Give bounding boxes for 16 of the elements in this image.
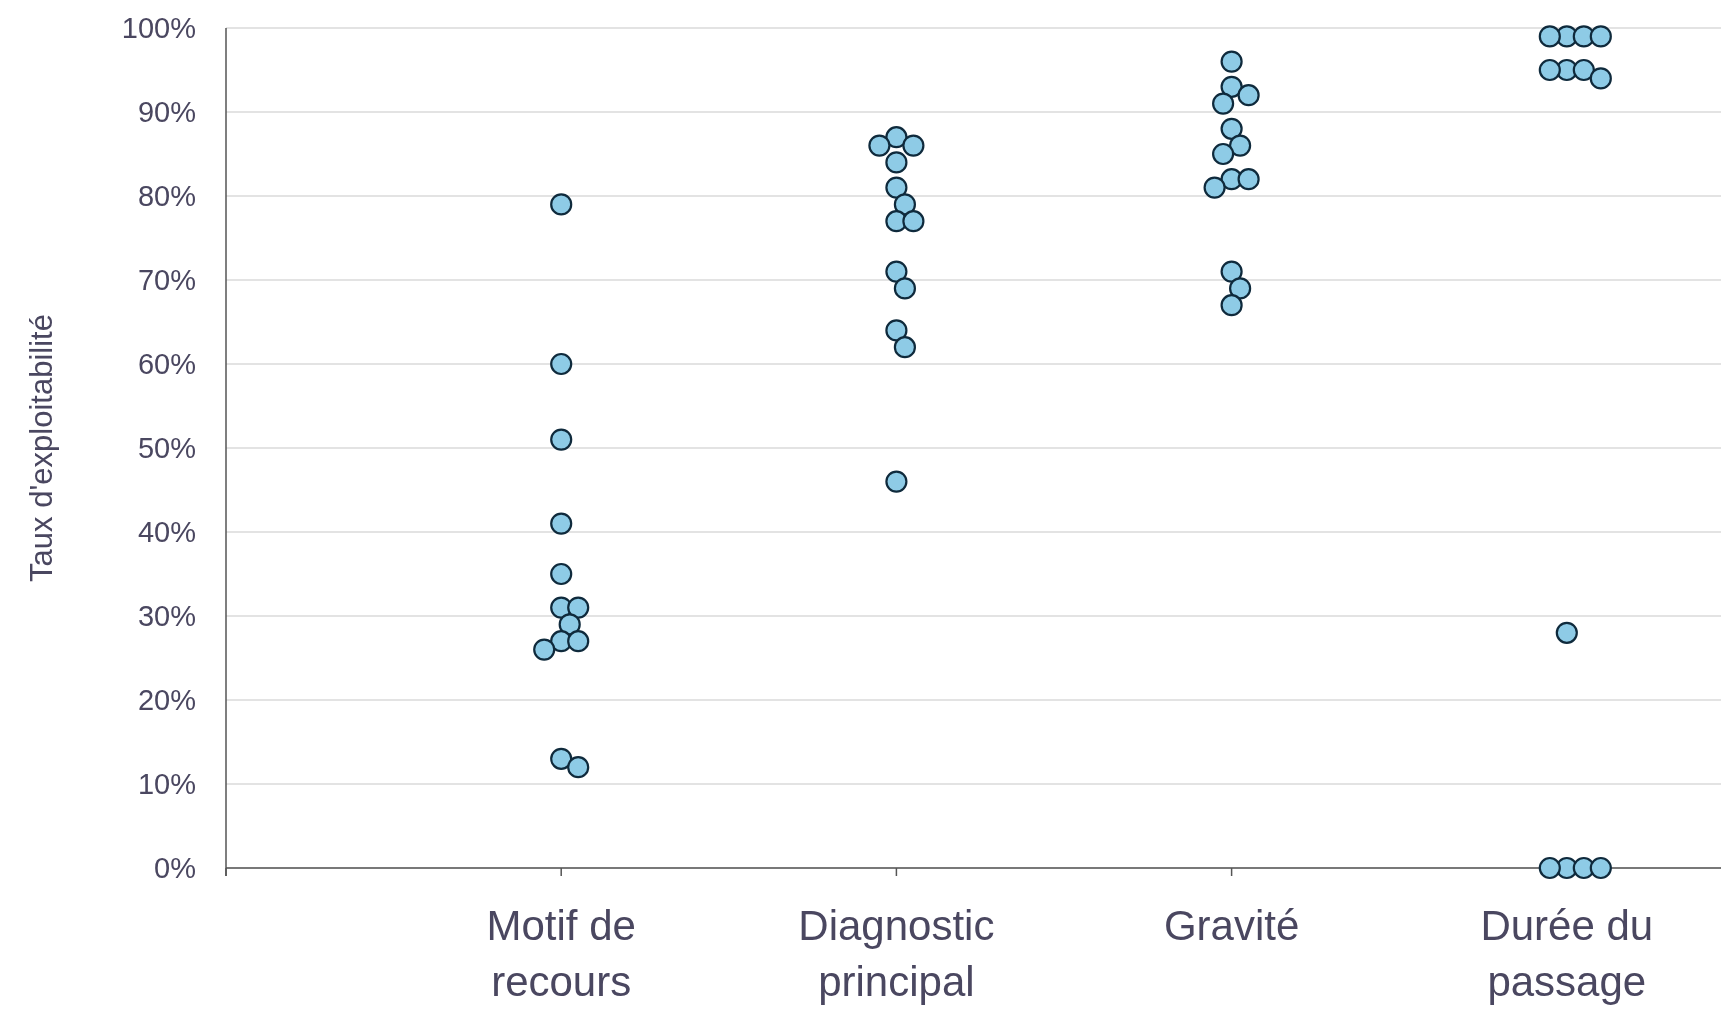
y-tick-label: 10%: [137, 768, 196, 801]
x-tick-label: Gravité: [1163, 902, 1300, 949]
y-tick-label: 90%: [137, 96, 196, 129]
y-tick-label: 30%: [137, 600, 196, 633]
y-tick-label: 0%: [154, 852, 196, 885]
x-tick-label: Diagnostic principal: [798, 902, 995, 1005]
x-tick-label: Durée du passage: [1480, 902, 1654, 1005]
y-tick-label: 100%: [121, 12, 196, 45]
y-tick-label: 40%: [137, 516, 196, 549]
y-tick-label: 60%: [137, 348, 196, 381]
y-tick-label: 50%: [137, 432, 196, 465]
y-tick-label: 20%: [137, 684, 196, 717]
y-axis-title: Taux d'exploitabilité: [24, 314, 59, 582]
y-tick-label: 80%: [137, 180, 196, 213]
x-tick-label: Motif de recours: [486, 902, 636, 1005]
y-tick-label: 70%: [137, 264, 196, 297]
